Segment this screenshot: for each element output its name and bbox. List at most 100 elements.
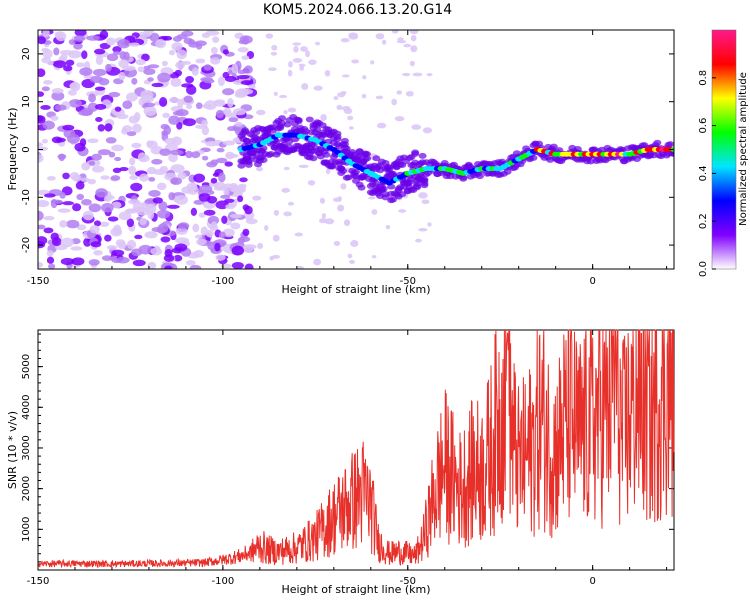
spectrogram-noise-blob	[222, 71, 230, 79]
spectrogram-noise-blob	[132, 259, 146, 267]
spectrogram-noise-blob	[241, 55, 250, 60]
spectrogram-noise-blob	[170, 164, 185, 173]
spectrogram-noise-blob	[205, 229, 214, 238]
spectrogram-noise-blob	[287, 201, 295, 206]
spectrogram-noise-blob	[72, 203, 82, 212]
spectrogram-noise-blob	[298, 63, 306, 68]
snr-y-axis-label: SNR (10 * v/v)	[6, 411, 19, 489]
spectrogram-noise-blob	[347, 115, 354, 121]
spectrogram-noise-blob	[132, 201, 145, 212]
spectrogram-noise-blob	[256, 166, 264, 172]
spectrogram-noise-blob	[80, 177, 90, 182]
spectrogram-noise-blob	[114, 106, 122, 112]
spectrogram-noise-blob	[70, 246, 83, 251]
spectrogram-noise-blob	[106, 245, 118, 250]
spectrogram-ridge-halo	[342, 145, 351, 152]
spectrogram-noise-blob	[174, 194, 189, 205]
snr-x-tick-label: -50	[400, 576, 416, 587]
spectrogram-noise-blob	[162, 35, 173, 41]
spectrogram-noise-blob	[292, 58, 303, 63]
spectrogram-noise-blob	[287, 107, 297, 113]
spectrogram-noise-blob	[95, 117, 103, 122]
spectrogram-noise-blob	[38, 199, 50, 208]
spectrogram-noise-blob	[181, 83, 194, 88]
spectrogram-noise-blob	[82, 210, 94, 221]
colorbar-tick-label: 0.4	[698, 165, 709, 181]
spectrogram-noise-blob	[239, 88, 254, 95]
spectrogram-y-tick-label: -20	[21, 237, 32, 253]
spectrogram-noise-blob	[198, 184, 213, 194]
spectrogram-noise-blob	[234, 121, 243, 127]
spectrogram-noise-blob	[238, 39, 249, 45]
spectrogram-ridge-halo	[313, 126, 322, 133]
snr-x-axis-label: Height of straight line (km)	[281, 583, 430, 596]
spectrogram-noise-blob	[76, 62, 85, 68]
spectrogram-noise-blob	[97, 149, 111, 156]
spectrogram-noise-blob	[93, 249, 103, 256]
spectrogram-noise-blob	[244, 65, 253, 74]
spectrogram-noise-blob	[148, 190, 161, 197]
spectrogram-noise-blob	[58, 153, 65, 162]
spectrogram-x-axis-label: Height of straight line (km)	[281, 283, 430, 296]
spectrogram-noise-blob	[51, 237, 62, 247]
spectrogram-noise-blob	[216, 147, 225, 153]
spectrogram-noise-blob	[43, 193, 56, 198]
spectrogram-noise-blob	[308, 59, 317, 65]
spectrogram-noise-blob	[103, 196, 112, 202]
spectrogram-noise-blob	[137, 66, 145, 73]
spectrogram-noise-blob	[225, 153, 239, 158]
spectrogram-noise-blob	[51, 88, 64, 94]
spectrogram-noise-blob	[220, 263, 233, 269]
snr-x-tick-label: 0	[589, 576, 595, 587]
spectrogram-noise-blob	[168, 115, 180, 125]
spectrogram-noise-blob	[343, 219, 351, 227]
spectrogram-ridge-halo	[649, 152, 658, 159]
spectrogram-ridge-halo	[322, 151, 331, 158]
spectrogram-noise-blob	[340, 37, 350, 43]
spectrogram-noise-blob	[231, 245, 245, 256]
spectrogram-noise-blob	[182, 118, 196, 127]
colorbar-tick-label: 0.6	[698, 118, 709, 134]
spectrogram-noise-blob	[119, 166, 129, 172]
spectrogram-noise-blob	[162, 112, 171, 118]
spectrogram-noise-blob	[50, 199, 63, 204]
spectrogram-noise-blob	[215, 157, 228, 164]
spectrogram-noise-blob	[97, 124, 105, 132]
spectrogram-noise-blob	[265, 33, 274, 39]
spectrogram-noise-blob	[126, 239, 137, 250]
spectrogram-noise-blob	[185, 260, 196, 266]
spectrogram-noise-blob	[370, 60, 375, 65]
spectrogram-noise-blob	[222, 228, 235, 238]
colorbar-tick-label: 0.2	[698, 213, 709, 229]
spectrogram-noise-blob	[144, 231, 158, 239]
spectrogram-noise-blob	[190, 151, 201, 159]
spectrogram-noise-blob	[421, 199, 430, 204]
snr-x-tick-label: -100	[212, 576, 235, 587]
spectrogram-noise-blob	[50, 115, 59, 121]
spectrogram-noise-blob	[210, 221, 218, 230]
spectrogram-noise-blob	[218, 231, 226, 239]
spectrogram-ridge-halo	[357, 184, 366, 191]
spectrogram-noise-blob	[159, 165, 169, 173]
spectrogram-noise-blob	[71, 257, 85, 266]
spectrogram-noise-blob	[301, 82, 309, 90]
spectrogram-noise-blob	[112, 46, 122, 53]
spectrogram-noise-blob	[94, 103, 107, 110]
spectrogram-noise-blob	[38, 210, 44, 221]
spectrogram-noise-blob	[426, 72, 433, 77]
spectrogram-noise-blob	[409, 60, 415, 67]
spectrogram-noise-blob	[60, 257, 75, 266]
spectrogram-noise-blob	[92, 68, 107, 77]
spectrogram-noise-blob	[156, 209, 171, 219]
spectrogram-noise-blob	[108, 91, 121, 98]
spectrogram-noise-blob	[138, 244, 153, 255]
spectrogram-noise-blob	[225, 204, 236, 210]
spectrogram-noise-blob	[126, 131, 137, 137]
spectrogram-noise-blob	[149, 32, 160, 42]
spectrogram-noise-blob	[210, 177, 218, 184]
spectrogram-noise-blob	[157, 72, 171, 83]
spectrogram-noise-blob	[336, 104, 343, 110]
spectrogram-noise-blob	[87, 138, 99, 144]
spectrogram-noise-blob	[106, 53, 119, 62]
spectrogram-noise-blob	[53, 47, 60, 56]
